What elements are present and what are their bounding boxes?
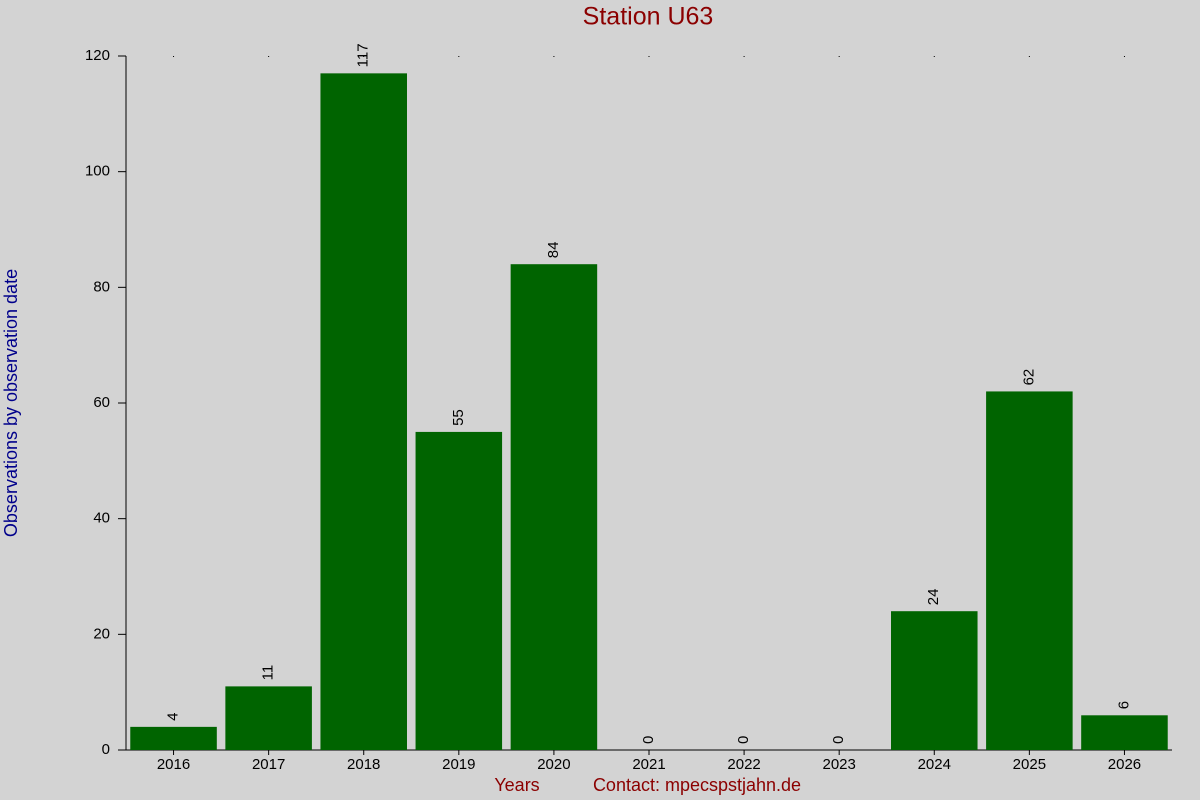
- value-label: 0: [735, 736, 752, 744]
- value-label: 117: [355, 43, 372, 67]
- y-tick-label: 100: [85, 163, 110, 180]
- value-label: 0: [830, 736, 847, 744]
- x-tick-label: 2016: [157, 756, 190, 773]
- value-label: 55: [450, 409, 467, 426]
- annotation: Contact: mpecspstjahn.de: [593, 775, 801, 795]
- bar: [415, 431, 503, 750]
- bar: [320, 73, 407, 751]
- bar: [1081, 715, 1168, 750]
- x-tick-label: 2024: [918, 756, 951, 773]
- bar: [510, 264, 598, 750]
- y-tick-label: 40: [93, 510, 110, 527]
- x-tick-label: 2018: [347, 756, 380, 773]
- bar: [986, 391, 1073, 750]
- y-tick-label: 60: [93, 394, 110, 411]
- value-label: 62: [1020, 369, 1037, 386]
- x-tick-label: 2023: [822, 756, 855, 773]
- bar: [130, 726, 217, 750]
- x-tick-label: 2019: [442, 756, 475, 773]
- x-tick-label: 2026: [1108, 756, 1141, 773]
- x-tick-label: 2017: [252, 756, 285, 773]
- y-tick-label: 80: [93, 278, 110, 295]
- value-label: 11: [260, 665, 277, 681]
- x-tick-label: 2020: [537, 756, 570, 773]
- value-label: 4: [165, 713, 182, 721]
- y-tick-label: 20: [93, 625, 110, 642]
- x-axis-label: Years: [494, 775, 539, 795]
- y-tick-label: 120: [85, 47, 110, 64]
- chart-title: Station U63: [583, 3, 714, 31]
- value-label: 24: [925, 589, 942, 606]
- value-label: 0: [640, 736, 657, 744]
- value-label: 84: [545, 242, 562, 259]
- x-tick-label: 2025: [1013, 756, 1046, 773]
- bar: [225, 686, 312, 750]
- y-tick-label: 0: [102, 741, 110, 758]
- y-axis-label: Observations by observation date: [1, 269, 21, 537]
- x-tick-label: 2021: [632, 756, 665, 773]
- value-label: 6: [1115, 701, 1132, 709]
- bar: [891, 611, 978, 750]
- x-tick-label: 2022: [727, 756, 760, 773]
